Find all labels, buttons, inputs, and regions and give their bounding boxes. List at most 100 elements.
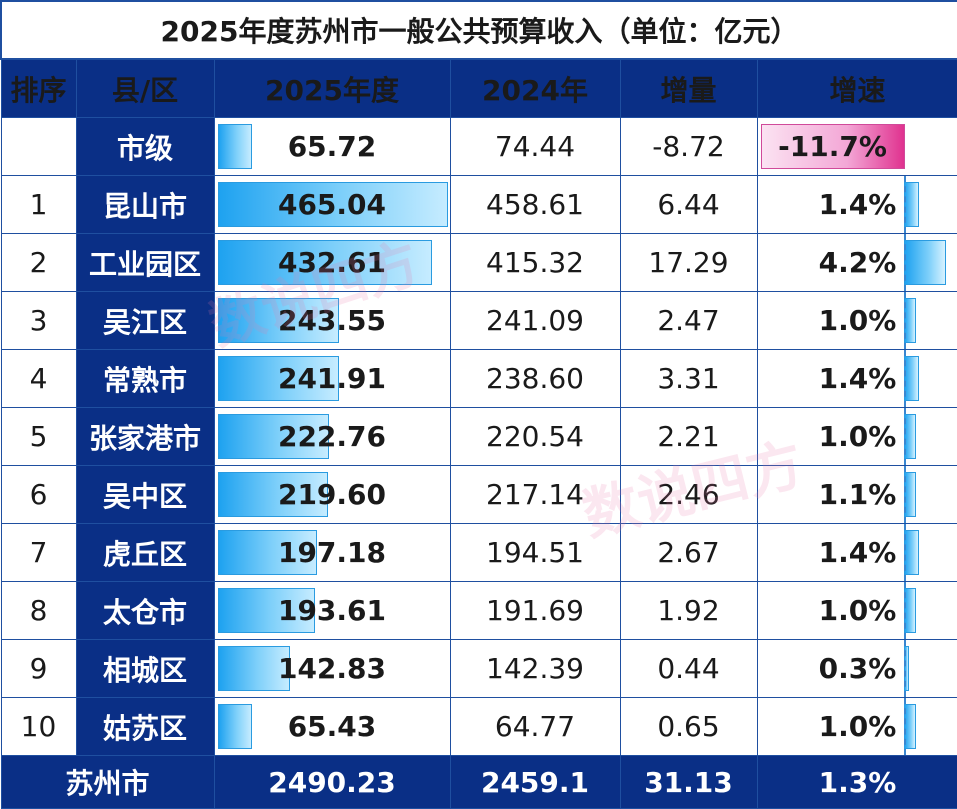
header-2025: 2025年度 (213, 58, 451, 118)
value-2024-cell: 238.60 (449, 349, 621, 408)
growth-rate-negative-bar (760, 124, 905, 169)
table-row: 6 吴中区 219.60 217.14 2.46 1.1% (0, 465, 957, 524)
increase-cell: 6.44 (619, 175, 758, 234)
growth-rate-bar (903, 240, 946, 285)
growth-rate-text: 1.0% (818, 420, 897, 453)
value-2025-bar (217, 124, 252, 169)
value-2025-cell: 142.83 (213, 639, 451, 698)
increase-cell: -8.72 (619, 117, 758, 176)
increase-cell: 0.65 (619, 697, 758, 756)
county-cell: 太仓市 (75, 581, 215, 640)
value-2025-text: 465.04 (277, 188, 387, 221)
growth-rate-text: 1.4% (818, 188, 897, 221)
value-2025-bar (217, 182, 448, 227)
value-2024-cell: 64.77 (449, 697, 621, 756)
value-2025-cell: 432.61 (213, 233, 451, 292)
value-2025-cell: 65.43 (213, 697, 451, 756)
value-2024-cell: 220.54 (449, 407, 621, 466)
value-2025-text: 243.55 (277, 304, 387, 337)
header-2024: 2024年 (449, 58, 621, 118)
total-increase: 31.13 (619, 755, 758, 809)
table-row: 1 昆山市 465.04 458.61 6.44 1.4% (0, 175, 957, 234)
increase-cell: 1.92 (619, 581, 758, 640)
table-title: 2025年度苏州市一般公共预算收入（单位：亿元） (0, 0, 957, 60)
rank-cell: 6 (0, 465, 77, 524)
growth-rate-axis (903, 582, 906, 639)
county-cell: 姑苏区 (75, 697, 215, 756)
increase-cell: 17.29 (619, 233, 758, 292)
county-cell: 虎丘区 (75, 523, 215, 582)
growth-rate-cell: 0.3% (756, 639, 957, 698)
value-2025-text: 65.72 (287, 130, 377, 163)
table-body: 市级 65.72 74.44 -8.72 -11.7% 1 昆山市 465.04 458.61 6… (0, 117, 957, 756)
value-2025-text: 432.61 (277, 246, 387, 279)
total-label: 苏州市 (0, 755, 215, 809)
total-2024: 2459.1 (449, 755, 621, 809)
growth-rate-bar (903, 182, 919, 227)
value-2025-bar (217, 414, 329, 459)
value-2025-text: 241.91 (277, 362, 387, 395)
rank-cell: 4 (0, 349, 77, 408)
header-increase: 增量 (619, 58, 758, 118)
county-cell: 张家港市 (75, 407, 215, 466)
value-2025-text: 65.43 (287, 710, 377, 743)
rank-cell: 7 (0, 523, 77, 582)
value-2025-bar (217, 704, 252, 749)
growth-rate-axis (903, 466, 906, 523)
table-row: 4 常熟市 241.91 238.60 3.31 1.4% (0, 349, 957, 408)
county-cell: 吴江区 (75, 291, 215, 350)
growth-rate-text: -11.7% (778, 130, 887, 163)
growth-rate-cell: 4.2% (756, 233, 957, 292)
value-2025-bar (217, 240, 432, 285)
growth-rate-text: 1.0% (818, 710, 897, 743)
value-2025-text: 222.76 (277, 420, 387, 453)
rank-cell (0, 117, 77, 176)
growth-rate-cell: 1.1% (756, 465, 957, 524)
value-2025-text: 193.61 (277, 594, 387, 627)
increase-cell: 3.31 (619, 349, 758, 408)
rank-cell: 9 (0, 639, 77, 698)
header-growth-rate: 增速 (756, 58, 957, 118)
value-2025-bar (217, 472, 328, 517)
growth-rate-cell: 1.0% (756, 697, 957, 756)
value-2025-bar (217, 646, 290, 691)
table-row: 8 太仓市 193.61 191.69 1.92 1.0% (0, 581, 957, 640)
county-cell: 相城区 (75, 639, 215, 698)
total-growth-rate: 1.3% (756, 755, 957, 809)
rank-cell: 2 (0, 233, 77, 292)
table-row: 市级 65.72 74.44 -8.72 -11.7% (0, 117, 957, 176)
value-2024-cell: 458.61 (449, 175, 621, 234)
value-2025-bar (217, 588, 315, 633)
value-2025-cell: 222.76 (213, 407, 451, 466)
value-2025-cell: 465.04 (213, 175, 451, 234)
growth-rate-text: 4.2% (818, 246, 897, 279)
growth-rate-text: 1.4% (818, 536, 897, 569)
value-2024-cell: 217.14 (449, 465, 621, 524)
growth-rate-axis (903, 698, 906, 755)
growth-rate-axis (903, 176, 906, 233)
table-row: 7 虎丘区 197.18 194.51 2.67 1.4% (0, 523, 957, 582)
growth-rate-bar (903, 356, 919, 401)
value-2025-text: 197.18 (277, 536, 387, 569)
table-row: 3 吴江区 243.55 241.09 2.47 1.0% (0, 291, 957, 350)
value-2025-bar (217, 530, 317, 575)
county-cell: 市级 (75, 117, 215, 176)
county-cell: 昆山市 (75, 175, 215, 234)
rank-cell: 1 (0, 175, 77, 234)
total-row: 苏州市 2490.23 2459.1 31.13 1.3% (0, 755, 957, 809)
value-2025-cell: 219.60 (213, 465, 451, 524)
county-cell: 常熟市 (75, 349, 215, 408)
increase-cell: 2.67 (619, 523, 758, 582)
growth-rate-cell: -11.7% (756, 117, 957, 176)
table-row: 9 相城区 142.83 142.39 0.44 0.3% (0, 639, 957, 698)
header-county: 县/区 (75, 58, 215, 118)
value-2025-bar (217, 356, 339, 401)
value-2024-cell: 191.69 (449, 581, 621, 640)
value-2025-cell: 65.72 (213, 117, 451, 176)
growth-rate-axis (903, 292, 906, 349)
value-2024-cell: 74.44 (449, 117, 621, 176)
total-2025: 2490.23 (213, 755, 451, 809)
growth-rate-cell: 1.4% (756, 523, 957, 582)
rank-cell: 3 (0, 291, 77, 350)
